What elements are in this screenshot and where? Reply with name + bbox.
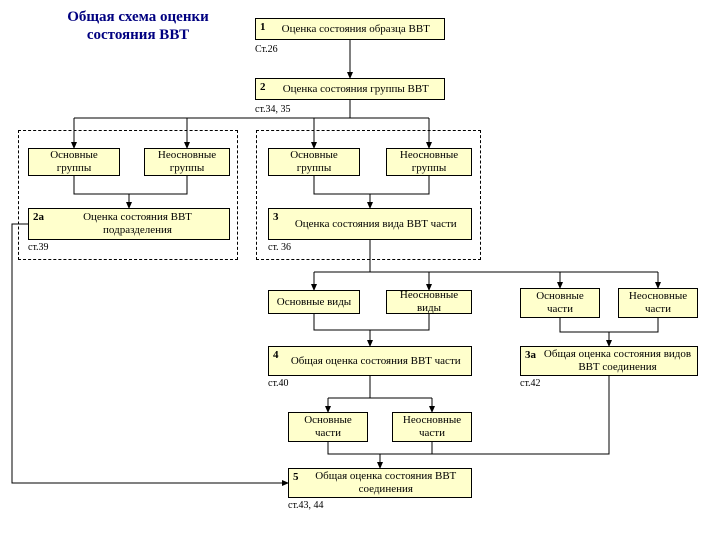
title-text: Общая схема оценки состояния ВВТ	[67, 9, 209, 43]
node-n2-label: Оценка состояния группы ВВТ	[272, 83, 441, 96]
node-n5: 5 Общая оценка состояния ВВТ соединения	[288, 468, 472, 498]
node-ng2: Неосновные группы	[386, 148, 472, 176]
node-nv-label: Неосновные виды	[391, 289, 467, 314]
node-n2a: 2а Оценка состояния ВВТ подразделения	[28, 208, 230, 240]
node-ng2-label: Неосновные группы	[391, 149, 467, 174]
node-n3a-label: Общая оценка состояния видов ВВТ соедине…	[542, 348, 693, 373]
node-nc2: Неосновные части	[392, 412, 472, 442]
node-oc2: Основные части	[288, 412, 368, 442]
node-n1: 1 Оценка состояния образца ВВТ	[255, 18, 445, 40]
node-nv: Неосновные виды	[386, 290, 472, 314]
node-n2-ref: ст.34, 35	[255, 104, 291, 115]
node-n3a: 3а Общая оценка состояния видов ВВТ соеди…	[520, 346, 698, 376]
node-n3a-num: 3а	[525, 349, 536, 362]
node-nc2-label: Неосновные части	[397, 414, 467, 439]
node-n1-num: 1	[260, 21, 266, 34]
node-n3: 3 Оценка состояния вида ВВТ части	[268, 208, 472, 240]
node-ng1: Неосновные группы	[144, 148, 230, 176]
node-ov-label: Основные виды	[273, 296, 355, 309]
node-n5-ref: ст.43, 44	[288, 500, 324, 511]
node-n2a-num: 2а	[33, 211, 44, 224]
node-n5-label: Общая оценка состояния ВВТ соединения	[305, 470, 468, 495]
node-n3-num: 3	[273, 211, 279, 224]
node-n2-num: 2	[260, 81, 266, 94]
node-n5-num: 5	[293, 471, 299, 484]
node-oc2-label: Основные части	[293, 414, 363, 439]
node-ov: Основные виды	[268, 290, 360, 314]
node-og1: Основные группы	[28, 148, 120, 176]
node-ng1-label: Неосновные группы	[149, 149, 225, 174]
node-n1-ref: Ст.26	[255, 44, 278, 55]
node-n4: 4 Общая оценка состояния ВВТ части	[268, 346, 472, 376]
node-n2a-ref: ст.39	[28, 242, 49, 253]
node-n4-ref: ст.40	[268, 378, 289, 389]
node-n4-label: Общая оценка состояния ВВТ части	[285, 355, 468, 368]
node-og2-label: Основные группы	[273, 149, 355, 174]
node-n3-label: Оценка состояния вида ВВТ части	[285, 218, 468, 231]
node-n3-ref: ст. 36	[268, 242, 291, 253]
node-og1-label: Основные группы	[33, 149, 115, 174]
node-n2a-label: Оценка состояния ВВТ подразделения	[50, 211, 225, 236]
node-n1-label: Оценка состояния образца ВВТ	[272, 23, 441, 36]
node-oc1-label: Основные части	[525, 290, 595, 315]
node-nc1: Неосновные части	[618, 288, 698, 318]
node-n4-num: 4	[273, 349, 279, 362]
node-nc1-label: Неосновные части	[623, 290, 693, 315]
node-n2: 2 Оценка состояния группы ВВТ	[255, 78, 445, 100]
node-oc1: Основные части	[520, 288, 600, 318]
diagram-title: Общая схема оценки состояния ВВТ	[38, 8, 238, 44]
node-og2: Основные группы	[268, 148, 360, 176]
node-n3a-ref: ст.42	[520, 378, 541, 389]
